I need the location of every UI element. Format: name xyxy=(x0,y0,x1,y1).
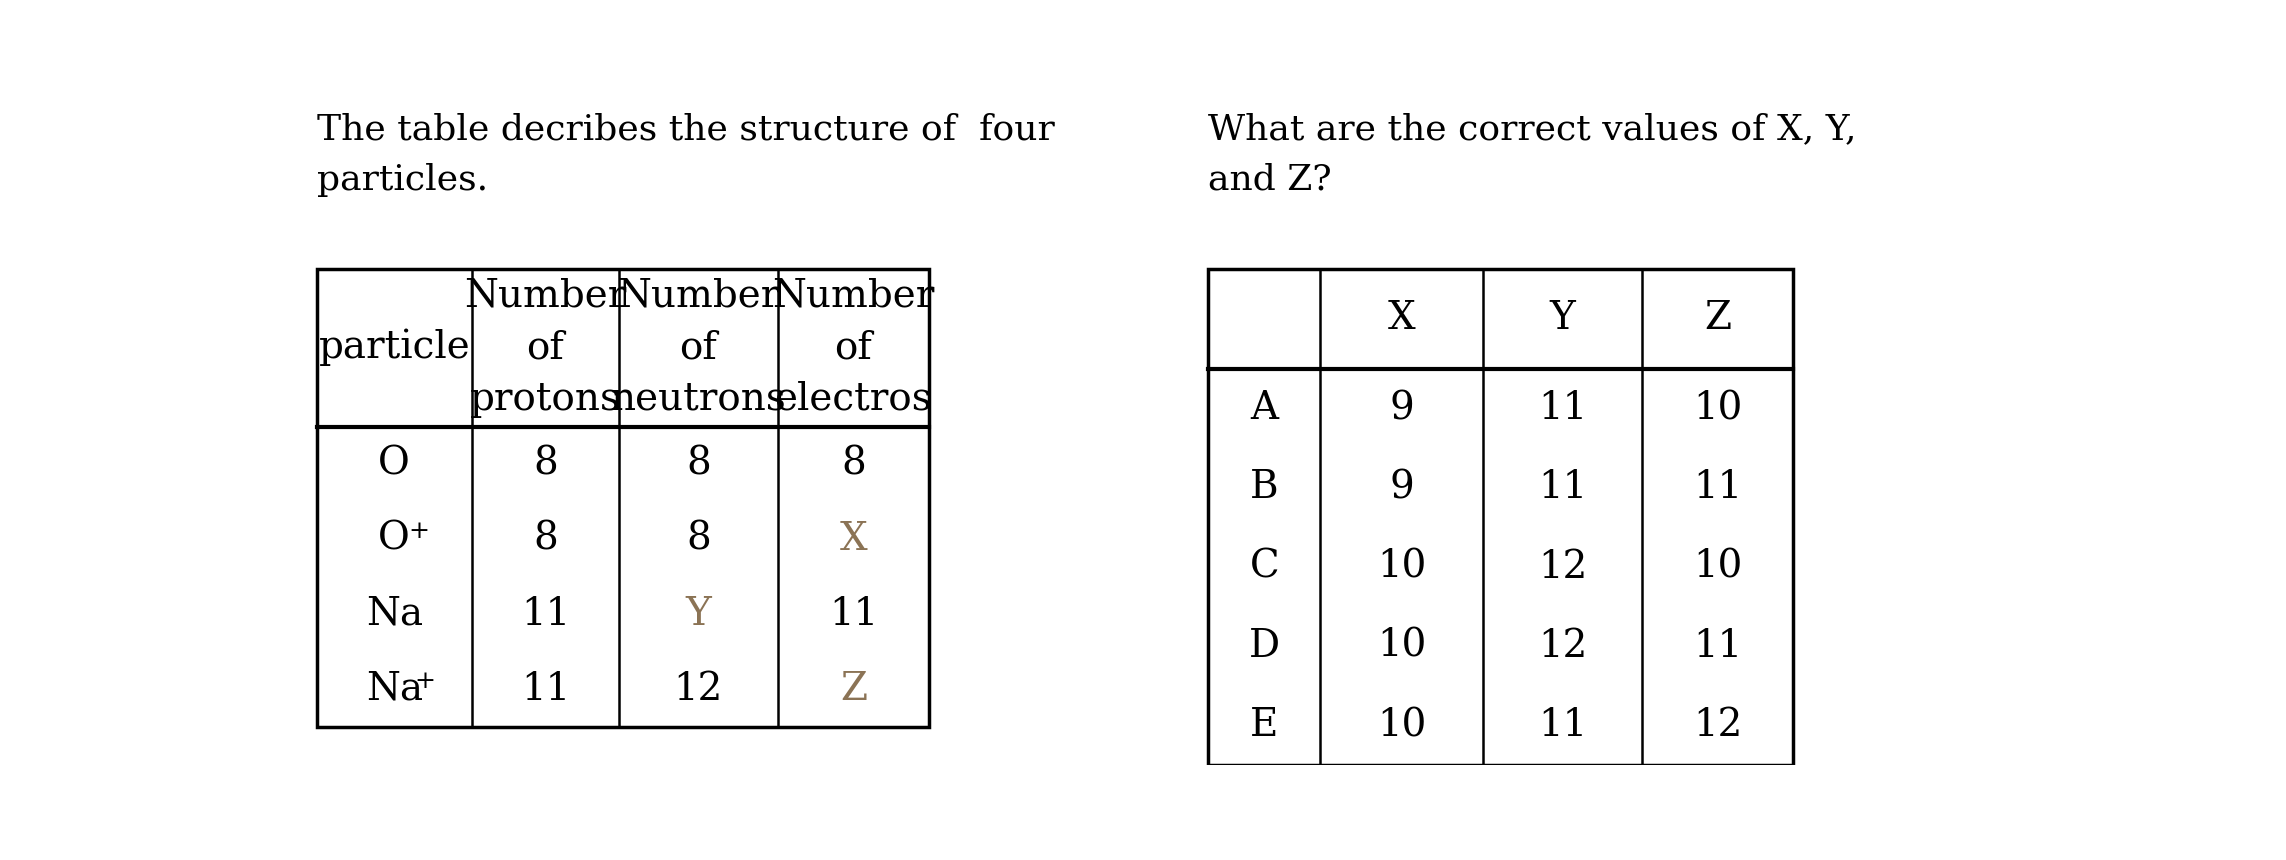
Bar xyxy=(318,269,928,727)
Text: Y: Y xyxy=(686,596,711,633)
Text: particle: particle xyxy=(318,329,471,366)
Text: 10: 10 xyxy=(1694,549,1742,586)
Text: D: D xyxy=(1248,628,1280,665)
Text: 8: 8 xyxy=(533,445,558,482)
Text: 11: 11 xyxy=(521,596,569,633)
Text: 10: 10 xyxy=(1376,707,1426,744)
Text: Z: Z xyxy=(1703,300,1731,337)
Text: +: + xyxy=(409,520,430,543)
Text: 11: 11 xyxy=(521,671,569,708)
Text: 11: 11 xyxy=(1538,707,1586,744)
Text: 12: 12 xyxy=(674,671,722,708)
Text: 12: 12 xyxy=(1538,628,1586,665)
Text: Number
of
neutrons: Number of neutrons xyxy=(610,278,786,418)
Text: 10: 10 xyxy=(1694,390,1742,427)
Bar xyxy=(1207,269,1792,765)
Text: 9: 9 xyxy=(1390,390,1415,427)
Text: +: + xyxy=(414,670,434,693)
Text: O: O xyxy=(379,520,409,558)
Text: B: B xyxy=(1250,470,1278,507)
Text: Na: Na xyxy=(366,596,423,633)
Text: 12: 12 xyxy=(1538,549,1586,586)
Text: 11: 11 xyxy=(1538,470,1586,507)
Text: Na: Na xyxy=(366,671,423,708)
Text: 11: 11 xyxy=(1694,470,1742,507)
Text: 8: 8 xyxy=(533,520,558,558)
Text: C: C xyxy=(1250,549,1278,586)
Text: A: A xyxy=(1250,390,1278,427)
Text: Number
of
protons: Number of protons xyxy=(464,278,626,418)
Text: X: X xyxy=(839,520,866,558)
Text: The table decribes the structure of  four
particles.: The table decribes the structure of four… xyxy=(318,113,1054,197)
Text: 8: 8 xyxy=(841,445,866,482)
Text: 12: 12 xyxy=(1694,707,1742,744)
Text: 10: 10 xyxy=(1376,628,1426,665)
Text: 8: 8 xyxy=(686,445,711,482)
Text: 11: 11 xyxy=(1538,390,1586,427)
Text: 11: 11 xyxy=(830,596,878,633)
Text: What are the correct values of X, Y,
and Z?: What are the correct values of X, Y, and… xyxy=(1207,113,1856,197)
Text: 10: 10 xyxy=(1376,549,1426,586)
Text: O: O xyxy=(379,445,409,482)
Text: 9: 9 xyxy=(1390,470,1415,507)
Text: Z: Z xyxy=(839,671,866,708)
Text: 8: 8 xyxy=(686,520,711,558)
Text: Y: Y xyxy=(1550,300,1575,337)
Text: 11: 11 xyxy=(1694,628,1742,665)
Text: E: E xyxy=(1250,707,1278,744)
Text: Number
of
electros: Number of electros xyxy=(773,278,935,418)
Text: X: X xyxy=(1388,300,1415,337)
